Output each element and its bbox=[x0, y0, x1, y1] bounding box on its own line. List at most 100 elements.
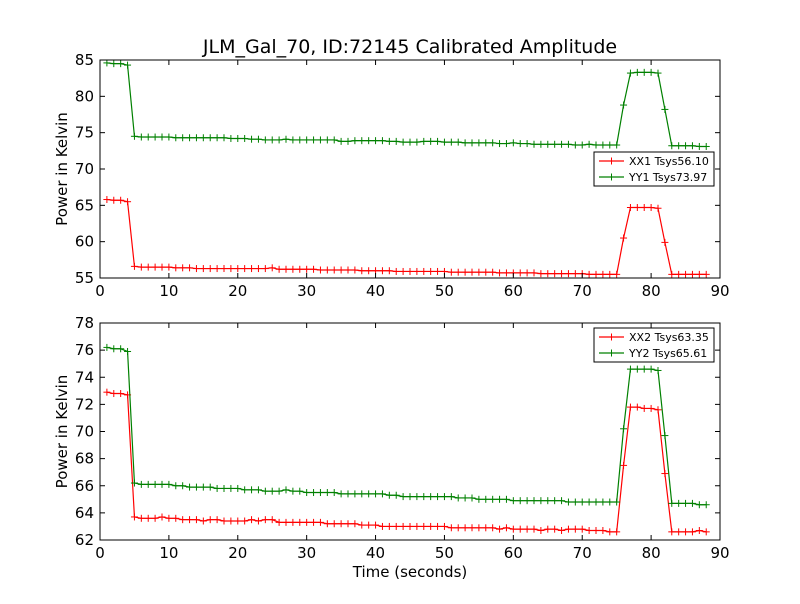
chart-2-series-1-point bbox=[186, 516, 194, 524]
chart-2-series-2-point bbox=[241, 486, 249, 494]
chart-2-series-1-point bbox=[523, 525, 531, 533]
chart-2-series-1-point bbox=[675, 528, 683, 536]
chart-1-series-2-point bbox=[592, 141, 600, 149]
chart-2-series-1-point bbox=[323, 520, 331, 528]
chart-1-series-1-point bbox=[585, 270, 593, 278]
chart-1-x-tick-label: 30 bbox=[297, 282, 316, 300]
chart-2-x-tick-label: 50 bbox=[435, 544, 454, 562]
chart-1-series-2-point bbox=[330, 136, 338, 144]
chart-2-series-2-point bbox=[537, 497, 545, 505]
chart-2-series-2-point bbox=[310, 489, 318, 497]
chart-2-series-1-point bbox=[544, 525, 552, 533]
chart-2-series-1-point bbox=[475, 524, 483, 532]
chart-2-legend-label: XX2 Tsys63.35 bbox=[629, 331, 709, 344]
chart-1-series-2-point bbox=[496, 140, 504, 148]
chart-2-x-tick-label: 80 bbox=[642, 544, 661, 562]
chart-1-legend: XX1 Tsys56.10 YY1 Tsys73.97 bbox=[593, 151, 715, 187]
chart-2-series-1-point bbox=[220, 517, 228, 525]
chart-1-y-tick-label: 80 bbox=[75, 87, 94, 105]
chart-2-legend-box bbox=[593, 327, 715, 363]
chart-1-series-1-point bbox=[330, 266, 338, 274]
chart-2-series-1-point bbox=[310, 518, 318, 526]
chart-1-series-1-point bbox=[365, 267, 373, 275]
chart-1-series-2-point bbox=[544, 140, 552, 148]
chart-1-series-1-point bbox=[447, 268, 455, 276]
chart-1-series-2-point bbox=[489, 139, 497, 147]
chart-1-series-2-point bbox=[254, 135, 262, 143]
chart-1-series-2-point bbox=[661, 105, 669, 113]
chart-1-series-1-point bbox=[675, 270, 683, 278]
chart-1-series-1-point bbox=[227, 265, 235, 273]
chart-1-x-tick-label: 80 bbox=[642, 282, 661, 300]
chart-2-series-1-point bbox=[489, 524, 497, 532]
chart-1-series-2-point bbox=[172, 134, 180, 142]
chart-2-series-2-point bbox=[192, 483, 200, 491]
chart-2-series-2-point bbox=[399, 493, 407, 501]
chart-1-series-1-point bbox=[378, 267, 386, 275]
chart-2-series-1-point bbox=[172, 514, 180, 522]
chart-2-series-1-point bbox=[165, 514, 173, 522]
chart-2-series-1-point bbox=[578, 525, 586, 533]
chart-2-series-1-point bbox=[640, 404, 648, 412]
chart-2-series-2-point bbox=[620, 425, 628, 433]
chart-2-series-1-point bbox=[413, 522, 421, 530]
chart-1-series-2-point bbox=[358, 137, 366, 145]
chart-1-series-2-point bbox=[585, 140, 593, 148]
chart-1-series-1-point bbox=[179, 264, 187, 272]
chart-2-series-2-point bbox=[344, 490, 352, 498]
chart-2-series-1-point bbox=[385, 522, 393, 530]
chart-1-y-tick-label: 70 bbox=[75, 160, 94, 178]
chart-2-series-1-point bbox=[192, 516, 200, 524]
chart-1-x-tick-label: 90 bbox=[710, 282, 729, 300]
chart-1-series-2-point bbox=[654, 69, 662, 77]
chart-1-series-2-point bbox=[509, 139, 517, 147]
chart-2-series-2-point bbox=[358, 490, 366, 498]
chart-2-x-tick-label: 60 bbox=[504, 544, 523, 562]
chart-1-y-tick-label: 65 bbox=[75, 196, 94, 214]
chart-2-series-2-point bbox=[186, 483, 194, 491]
chart-2-series-1-point bbox=[668, 528, 676, 536]
chart-1-series-2-point bbox=[117, 60, 125, 68]
chart-2-legend: XX2 Tsys63.35 YY2 Tsys65.61 bbox=[593, 327, 715, 363]
chart-1-series-2-point bbox=[647, 68, 655, 76]
chart-1-series-2-point bbox=[434, 137, 442, 145]
chart-1-series-1-point bbox=[647, 204, 655, 212]
chart-1-series-1-point bbox=[640, 204, 648, 212]
chart-2-series-2-point bbox=[220, 484, 228, 492]
chart-1-series-1-point bbox=[337, 266, 345, 274]
chart-2-x-tick-label: 20 bbox=[228, 544, 247, 562]
chart-2-series-2-point bbox=[137, 480, 145, 488]
chart-1-series-2-point bbox=[227, 134, 235, 142]
chart-1-series-1-point bbox=[316, 266, 324, 274]
chart-2-series-1-point bbox=[378, 522, 386, 530]
chart-1-series-1-point bbox=[427, 267, 435, 275]
chart-2-series-2-point bbox=[592, 498, 600, 506]
chart-2-series-2-point bbox=[124, 347, 132, 355]
chart-2-series-1-point bbox=[137, 514, 145, 522]
chart-2-x-tick-label: 40 bbox=[366, 544, 385, 562]
chart-2-series-1-point bbox=[282, 518, 290, 526]
chart-1-series-1-point bbox=[275, 265, 283, 273]
chart-2-series-2-point bbox=[372, 490, 380, 498]
chart-1-series-2-point bbox=[179, 134, 187, 142]
chart-2-series-1-point bbox=[516, 525, 524, 533]
chart-2-series-1-point bbox=[110, 390, 118, 398]
chart-2-y-tick-label: 68 bbox=[75, 450, 94, 468]
chart-1-legend-label: XX1 Tsys56.10 bbox=[629, 155, 709, 168]
chart-2-series-2-point bbox=[213, 484, 221, 492]
chart-1-series-1-point bbox=[406, 267, 414, 275]
chart-1-series-2-point bbox=[289, 136, 297, 144]
chart-2-series-1-point bbox=[392, 522, 400, 530]
chart-1-series-1-point bbox=[571, 270, 579, 278]
chart-1-series-1-point bbox=[530, 269, 538, 277]
chart-1-series-1-point bbox=[199, 265, 207, 273]
chart-1-series-2-point bbox=[578, 141, 586, 149]
chart-1-series-2-point bbox=[275, 136, 283, 144]
chart-1-x-tick-label: 60 bbox=[504, 282, 523, 300]
chart-1-series-1-point bbox=[661, 238, 669, 246]
chart-1-series-2-point bbox=[144, 133, 152, 141]
chart-1-series-2-point bbox=[454, 138, 462, 146]
chart-2-series-2-point bbox=[337, 490, 345, 498]
chart-2-series-2-point bbox=[475, 495, 483, 503]
